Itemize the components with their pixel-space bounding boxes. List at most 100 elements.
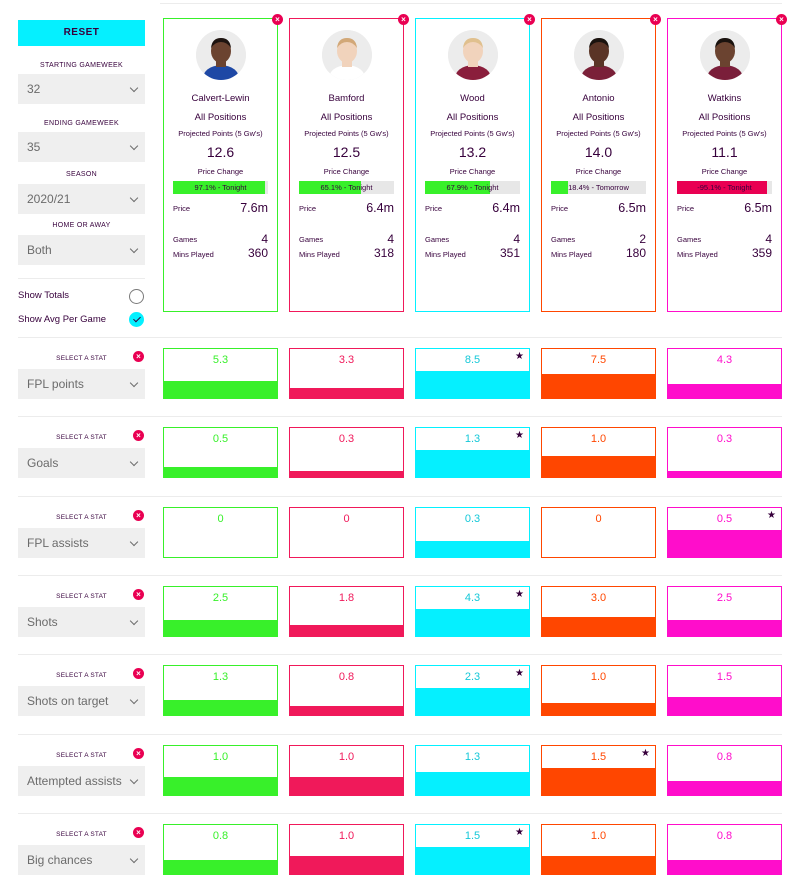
- price-change-bar: -95.1% - Tonight: [677, 181, 772, 194]
- stat-cell: 1.0: [289, 824, 404, 875]
- stat-cell: 1.8: [289, 586, 404, 637]
- row-divider: [18, 416, 782, 417]
- player-card: × Antonio All Positions Projected Points (5…: [541, 14, 661, 312]
- close-icon[interactable]: ×: [133, 351, 144, 362]
- chevron-down-icon: [129, 695, 139, 705]
- select-stat-label: SELECT A STAT: [56, 514, 107, 521]
- stat-cell: 0.3: [415, 507, 530, 558]
- close-icon[interactable]: ×: [133, 589, 144, 600]
- stat-cell: 0.5 ★: [667, 507, 782, 558]
- stat-cell: 1.5 ★: [541, 745, 656, 796]
- projected-points-value: 12.5: [332, 144, 361, 160]
- row-divider: [18, 734, 782, 735]
- stat-select-value: Big chances: [27, 853, 93, 867]
- close-icon[interactable]: ×: [776, 14, 787, 25]
- projected-points-label: Projected Points (5 Gw's): [682, 129, 767, 138]
- stat-bar: [290, 624, 403, 636]
- stat-select[interactable]: Goals: [18, 448, 145, 478]
- games-label: Games: [299, 235, 324, 244]
- stat-cell: 0.8: [667, 745, 782, 796]
- player-name: Watkins: [707, 93, 742, 104]
- stat-cell: 4.3 ★: [415, 586, 530, 637]
- stat-value: 1.0: [590, 433, 607, 445]
- player-position: All Positions: [698, 112, 751, 123]
- show-totals-radio[interactable]: [129, 289, 144, 304]
- price-label: Price: [173, 204, 191, 213]
- stat-cell: 2.3 ★: [415, 665, 530, 716]
- stat-select[interactable]: Shots: [18, 607, 145, 637]
- stat-value: 0.3: [716, 433, 733, 445]
- stat-select-value: Shots: [27, 615, 58, 629]
- stat-value: 0: [343, 513, 350, 525]
- season-value: 2020/21: [27, 192, 71, 206]
- stat-bar: [290, 856, 403, 874]
- close-icon[interactable]: ×: [133, 827, 144, 838]
- star-icon: ★: [641, 748, 650, 759]
- games-value: 4: [387, 232, 394, 246]
- stat-bar: [416, 609, 529, 636]
- stat-value: 3.3: [338, 354, 355, 366]
- ending-gameweek-select[interactable]: 35: [18, 132, 145, 162]
- close-icon[interactable]: ×: [133, 748, 144, 759]
- star-icon: ★: [515, 668, 524, 679]
- stat-bar: [416, 847, 529, 874]
- stat-select[interactable]: Big chances: [18, 845, 145, 875]
- stat-value: 1.8: [338, 592, 355, 604]
- avatar: [700, 30, 750, 80]
- stat-select[interactable]: FPL assists: [18, 528, 145, 558]
- mins-played-label: Mins Played: [299, 250, 340, 259]
- chevron-down-icon: [129, 141, 139, 151]
- stat-value: 4.3: [716, 354, 733, 366]
- select-stat-label: SELECT A STAT: [56, 672, 107, 679]
- close-icon[interactable]: ×: [398, 14, 409, 25]
- close-icon[interactable]: ×: [133, 510, 144, 521]
- stat-bar: [668, 384, 781, 398]
- stat-select[interactable]: Shots on target: [18, 686, 145, 716]
- avatar: [574, 30, 624, 80]
- close-icon[interactable]: ×: [133, 430, 144, 441]
- star-icon: ★: [515, 827, 524, 838]
- player-position: All Positions: [320, 112, 373, 123]
- show-avg-label: Show Avg Per Game: [18, 314, 107, 325]
- stat-bar: [542, 374, 655, 398]
- starting-gameweek-select[interactable]: 32: [18, 74, 145, 104]
- show-avg-radio[interactable]: [129, 312, 144, 327]
- close-icon[interactable]: ×: [133, 668, 144, 679]
- select-stat-label: SELECT A STAT: [56, 593, 107, 600]
- stat-select-value: FPL points: [27, 377, 84, 391]
- stat-bar: [416, 771, 529, 795]
- show-totals-label: Show Totals: [18, 290, 70, 301]
- player-position: All Positions: [194, 112, 247, 123]
- mins-played-label: Mins Played: [425, 250, 466, 259]
- stat-cell: 0.8: [163, 824, 278, 875]
- ending-gameweek-label: ENDING GAMEWEEK: [44, 120, 119, 127]
- close-icon[interactable]: ×: [650, 14, 661, 25]
- star-icon: ★: [515, 589, 524, 600]
- games-value: 4: [765, 232, 772, 246]
- home-away-select[interactable]: Both: [18, 235, 145, 265]
- stat-select[interactable]: Attempted assists: [18, 766, 145, 796]
- season-select[interactable]: 2020/21: [18, 184, 145, 214]
- stat-cell: 1.0: [541, 665, 656, 716]
- stat-value: 1.5: [590, 751, 607, 763]
- home-away-label: HOME OR AWAY: [52, 222, 111, 229]
- stat-value: 1.5: [464, 830, 481, 842]
- stat-cell: 7.5: [541, 348, 656, 399]
- stat-bar: [290, 387, 403, 398]
- stat-select[interactable]: FPL points: [18, 369, 145, 399]
- chevron-down-icon: [129, 244, 139, 254]
- games-label: Games: [551, 235, 576, 244]
- stat-value: 0.8: [338, 671, 355, 683]
- price-change-label: Price Change: [449, 167, 496, 176]
- row-divider: [18, 496, 782, 497]
- stat-cell: 1.5: [667, 665, 782, 716]
- avatar: [322, 30, 372, 80]
- projected-points-value: 14.0: [584, 144, 613, 160]
- close-icon[interactable]: ×: [272, 14, 283, 25]
- stat-cell: 3.3: [289, 348, 404, 399]
- star-icon: ★: [767, 510, 776, 521]
- chevron-down-icon: [129, 854, 139, 864]
- games-value: 4: [513, 232, 520, 246]
- close-icon[interactable]: ×: [524, 14, 535, 25]
- reset-button[interactable]: RESET: [18, 20, 145, 46]
